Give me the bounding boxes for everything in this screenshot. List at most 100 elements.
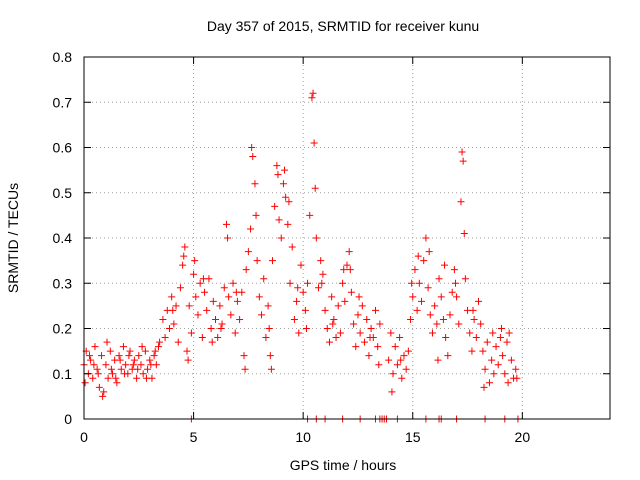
data-point — [340, 266, 348, 274]
data-point — [321, 306, 329, 314]
data-point — [457, 198, 465, 206]
data-point — [365, 352, 373, 360]
data-point — [451, 279, 459, 287]
data-point — [141, 347, 149, 355]
data-point — [483, 338, 491, 346]
data-point — [295, 329, 303, 337]
data-point — [294, 284, 302, 292]
data-point — [220, 284, 228, 292]
data-point — [281, 166, 289, 174]
data-point — [428, 329, 436, 337]
data-point — [244, 248, 252, 256]
data-point — [479, 347, 487, 355]
data-point — [420, 257, 428, 265]
x-tick-label: 10 — [295, 429, 311, 445]
data-point — [279, 180, 287, 188]
data-point — [318, 279, 326, 287]
data-point — [297, 261, 305, 269]
data-point — [207, 325, 215, 332]
data-point — [375, 361, 383, 369]
data-point — [347, 288, 355, 296]
y-tick-label: 0.6 — [53, 140, 73, 156]
data-point — [277, 234, 285, 242]
plot-border — [83, 56, 611, 420]
data-point — [103, 338, 111, 346]
data-point — [304, 279, 312, 287]
data-point — [187, 329, 195, 337]
data-point — [343, 261, 351, 269]
data-point — [293, 297, 301, 305]
data-point — [95, 383, 103, 391]
data-point — [444, 352, 452, 360]
data-point — [391, 343, 399, 351]
data-point — [494, 361, 502, 369]
data-point — [91, 343, 99, 351]
data-point — [317, 257, 325, 265]
data-point — [354, 311, 362, 319]
data-point — [286, 279, 294, 287]
data-point — [107, 365, 115, 373]
data-point — [290, 315, 298, 323]
data-point — [504, 379, 512, 387]
data-point — [264, 302, 272, 310]
x-tick-labels: 0 5 10 15 20 — [80, 429, 530, 445]
data-point — [282, 193, 290, 201]
data-point — [513, 374, 521, 382]
data-point — [422, 234, 430, 242]
data-point — [461, 275, 469, 283]
data-point — [441, 261, 449, 269]
data-point — [363, 315, 371, 323]
data-point — [499, 352, 507, 360]
data-point — [492, 343, 500, 351]
data-point — [262, 334, 270, 342]
data-point — [288, 243, 296, 251]
data-point — [137, 361, 145, 369]
data-point — [119, 343, 127, 351]
x-tick-label: 0 — [80, 429, 88, 445]
y-tick-label: 0.4 — [53, 230, 73, 246]
y-tick-label: 0.3 — [53, 275, 73, 291]
data-point — [203, 306, 211, 314]
data-point — [222, 220, 230, 228]
data-point — [388, 388, 396, 396]
data-point — [181, 243, 189, 251]
data-point — [311, 184, 319, 192]
data-point — [450, 266, 458, 274]
data-point — [192, 293, 200, 301]
data-point — [310, 139, 318, 147]
data-point — [248, 144, 256, 151]
data-point — [488, 356, 496, 364]
data-point — [139, 370, 147, 378]
data-point — [134, 365, 142, 373]
data-point — [299, 288, 307, 296]
data-point — [402, 365, 410, 373]
data-point — [240, 352, 248, 360]
data-point — [122, 361, 130, 369]
data-point — [267, 365, 275, 373]
data-point — [361, 338, 369, 346]
data-point — [426, 311, 434, 319]
data-point — [168, 293, 176, 301]
data-point — [329, 320, 337, 328]
data-point — [113, 379, 121, 387]
data-point — [196, 279, 204, 287]
data-point — [397, 356, 405, 364]
data-point — [475, 297, 482, 305]
data-point — [434, 356, 442, 364]
data-point — [490, 370, 498, 378]
data-point — [301, 306, 309, 314]
data-point — [217, 325, 225, 332]
data-point — [480, 383, 488, 391]
y-tick-label: 0 — [64, 411, 72, 427]
data-point — [251, 180, 259, 188]
data-point — [268, 257, 276, 265]
data-point — [93, 365, 101, 373]
data-point — [501, 370, 509, 378]
data-point — [309, 89, 317, 97]
data-point — [216, 302, 224, 310]
data-point — [233, 297, 241, 305]
y-tick-label: 0.7 — [53, 94, 73, 110]
data-point — [253, 257, 261, 265]
data-point — [125, 352, 133, 360]
